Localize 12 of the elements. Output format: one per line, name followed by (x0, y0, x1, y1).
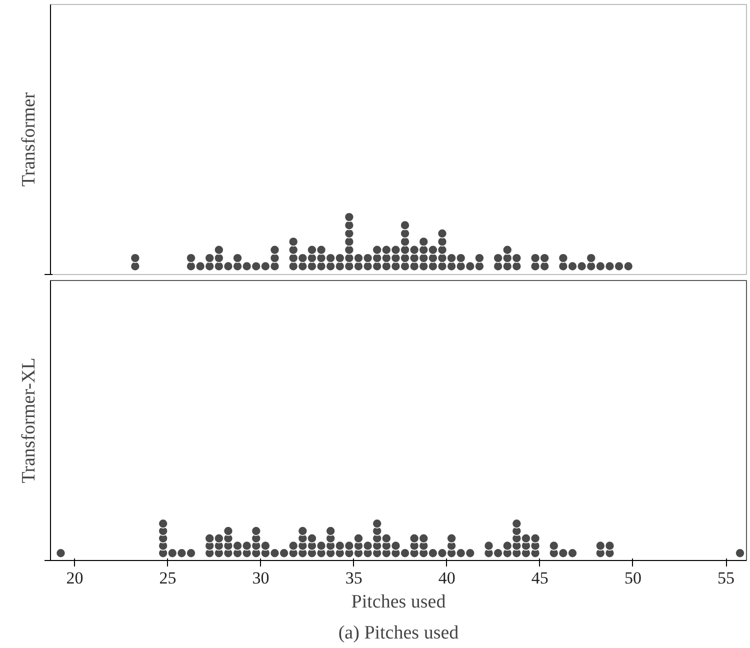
y-axis-title: Transformer (18, 92, 40, 187)
x-tick-label: 55 (718, 568, 735, 588)
x-axis-title: Pitches used (351, 592, 446, 612)
x-tick-label: 40 (438, 568, 456, 588)
text: (a) Pitches used (338, 622, 460, 644)
x-tick-label: 45 (531, 568, 548, 588)
y-axis-title: Transformer-XL (18, 358, 40, 484)
x-tick-label: 20 (66, 568, 84, 588)
x-tick-label: 50 (624, 568, 642, 588)
x-tick-label: 30 (252, 568, 270, 588)
x-tick-label: 35 (345, 568, 362, 588)
x-tick-label: 25 (159, 568, 176, 588)
